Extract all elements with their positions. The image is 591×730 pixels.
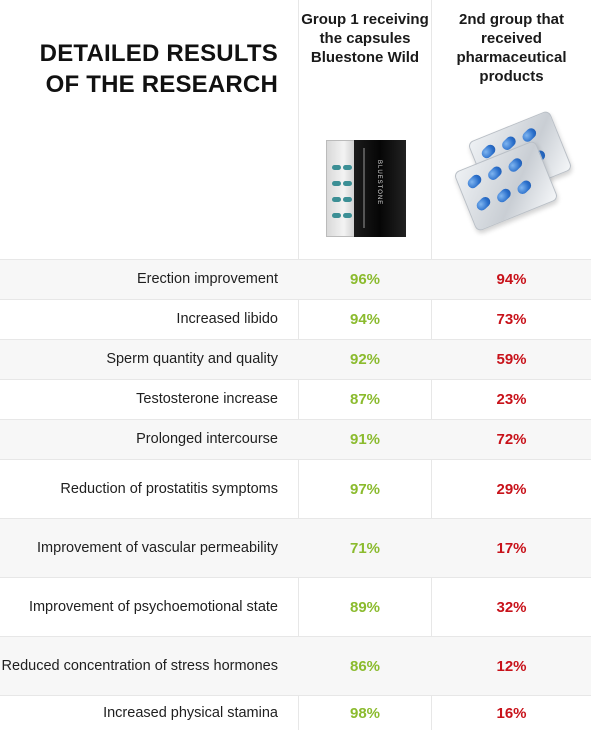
- row-label: Testosterone increase: [136, 391, 278, 407]
- table-row: Improvement of vascular permeability 71%…: [0, 518, 591, 577]
- group2-value: 94%: [496, 271, 527, 288]
- row-label: Increased physical stamina: [103, 704, 278, 721]
- table-row: Increased libido 94% 73%: [0, 299, 591, 339]
- group1-value: 92%: [349, 351, 381, 368]
- row-label: Increased libido: [176, 311, 278, 327]
- bluestone-box-icon: BLUESTONE: [326, 140, 406, 237]
- row-label: Reduced concentration of stress hormones: [1, 657, 278, 674]
- group1-value: 96%: [349, 271, 381, 288]
- group2-value: 17%: [496, 539, 527, 557]
- group1-value: 98%: [349, 704, 381, 722]
- row-label: Prolonged intercourse: [136, 431, 278, 447]
- table-row: Reduced concentration of stress hormones…: [0, 636, 591, 695]
- group1-value: 86%: [349, 657, 381, 675]
- row-label: Improvement of vascular permeability: [37, 539, 278, 556]
- table-header: DETAILED RESULTS OF THE RESEARCH Group 1…: [0, 0, 591, 259]
- table-row: Sperm quantity and quality 92% 59%: [0, 339, 591, 379]
- table-row: Testosterone increase 87% 23%: [0, 379, 591, 419]
- group2-value: 23%: [496, 391, 527, 408]
- group1-value: 97%: [349, 480, 381, 498]
- group2-value: 59%: [496, 351, 527, 368]
- table-row: Improvement of psychoemotional state 89%…: [0, 577, 591, 636]
- group2-value: 29%: [496, 480, 527, 498]
- group2-value: 12%: [496, 657, 527, 675]
- page-title: DETAILED RESULTS OF THE RESEARCH: [39, 40, 278, 98]
- group1-value: 94%: [349, 311, 381, 328]
- group2-value: 72%: [496, 431, 527, 448]
- group1-value: 87%: [349, 391, 381, 408]
- table-row: Erection improvement 96% 94%: [0, 259, 591, 299]
- row-label: Sperm quantity and quality: [106, 351, 278, 367]
- group1-value: 91%: [349, 431, 381, 448]
- table-row: Reduction of prostatitis symptoms 97% 29…: [0, 459, 591, 518]
- row-label: Improvement of psychoemotional state: [28, 598, 278, 615]
- row-label: Reduction of prostatitis symptoms: [60, 480, 278, 497]
- table-row: Prolonged intercourse 91% 72%: [0, 419, 591, 459]
- blister-pack-icon: [453, 109, 573, 233]
- row-label: Erection improvement: [136, 271, 278, 287]
- group1-heading: Group 1 receiving the capsules Bluestone…: [301, 11, 429, 66]
- box-back: [326, 140, 356, 237]
- group2-value: 16%: [496, 704, 527, 722]
- group1-value: 71%: [349, 539, 381, 557]
- table-row: Increased physical stamina 98% 16%: [0, 695, 591, 730]
- group2-value: 73%: [496, 311, 527, 328]
- group2-value: 32%: [496, 598, 527, 616]
- group1-value: 89%: [349, 598, 381, 616]
- box-front: BLUESTONE: [354, 140, 406, 237]
- group2-heading: 2nd group that received pharmaceutical p…: [456, 11, 567, 85]
